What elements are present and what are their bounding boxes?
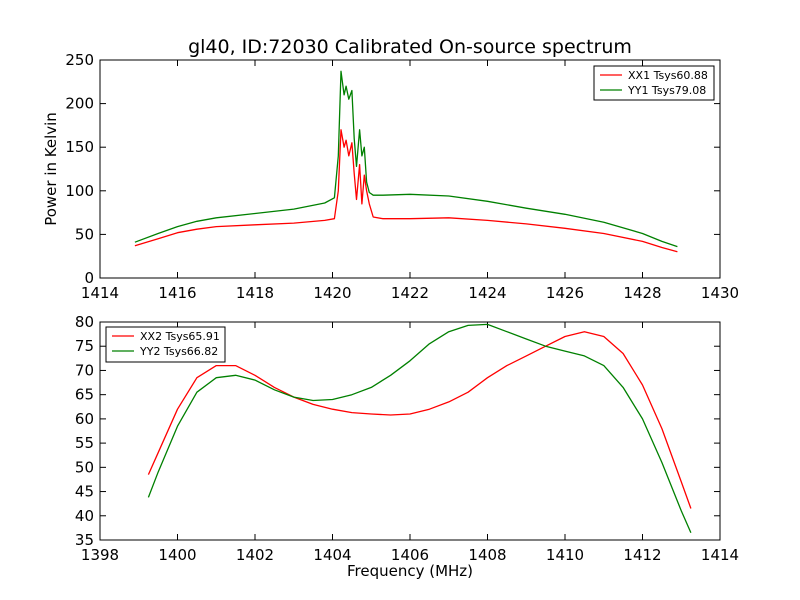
top-y-axis-label: Power in Kelvin	[42, 112, 60, 226]
bottom-legend-label-2: YY2 Tsys66.82	[139, 345, 218, 358]
top-series-line-2	[134, 70, 678, 248]
bottom-x-tick-label: 1402	[236, 546, 274, 564]
bottom-series-line-2	[147, 323, 692, 533]
top-plot: 1414 1416 1418 1420 1422 1424 1426 1428 1430 0 50 1…	[42, 51, 739, 302]
bottom-y-tick-label: 55	[75, 434, 94, 452]
top-legend: XX1 Tsys60.88 YY1 Tsys79.08	[593, 65, 715, 101]
top-y-tick-label: 50	[75, 225, 94, 243]
bottom-y-tick-label: 40	[75, 507, 94, 525]
bottom-y-tick-label: 50	[75, 458, 94, 476]
bottom-x-tick-label: 1408	[468, 546, 506, 564]
bottom-plot: 1398 1400 1402 1404 1406 1408 1410 1412 1414 35 40…	[75, 313, 739, 580]
bottom-x-tick-label: 1398	[81, 546, 119, 564]
top-x-tick-label: 1426	[546, 284, 584, 302]
bottom-y-tick-label: 35	[75, 531, 94, 549]
top-y-tick-label: 0	[84, 269, 94, 287]
bottom-y-tick-label: 60	[75, 410, 94, 428]
top-x-tick-label: 1418	[236, 284, 274, 302]
bottom-y-tick-label: 75	[75, 337, 94, 355]
top-x-tick-label: 1424	[468, 284, 506, 302]
top-y-tick-label: 100	[65, 182, 94, 200]
bottom-x-tick-label: 1410	[546, 546, 584, 564]
bottom-x-tick-label: 1404	[313, 546, 351, 564]
top-y-tick-label: 200	[65, 95, 94, 113]
bottom-legend-box	[105, 326, 226, 363]
top-x-tick-label: 1420	[313, 284, 351, 302]
bottom-series-line-1	[147, 331, 692, 509]
bottom-x-axis-label: Frequency (MHz)	[347, 562, 473, 580]
top-x-tick-label: 1414	[81, 284, 119, 302]
bottom-y-tick-label: 80	[75, 313, 94, 331]
top-x-tick-label: 1422	[391, 284, 429, 302]
bottom-x-tick-label: 1412	[623, 546, 661, 564]
bottom-x-tick-label: 1400	[158, 546, 196, 564]
top-y-tick-label: 150	[65, 138, 94, 156]
bottom-x-tick-label: 1414	[701, 546, 739, 564]
top-legend-box	[593, 65, 715, 101]
top-legend-label-2: YY1 Tsys79.08	[627, 84, 706, 97]
top-x-tick-label: 1416	[158, 284, 196, 302]
top-x-tick-label: 1430	[701, 284, 739, 302]
bottom-y-tick-label: 70	[75, 361, 94, 379]
bottom-legend-label-1: XX2 Tsys65.91	[140, 330, 220, 343]
top-y-tick-label: 250	[65, 51, 94, 69]
bottom-y-tick-label: 45	[75, 483, 94, 501]
bottom-y-tick-label: 65	[75, 386, 94, 404]
top-x-tick-label: 1428	[623, 284, 661, 302]
bottom-legend: XX2 Tsys65.91 YY2 Tsys66.82	[105, 326, 226, 363]
figure-title: gl40, ID:72030 Calibrated On-source spec…	[188, 36, 632, 58]
top-legend-label-1: XX1 Tsys60.88	[628, 69, 708, 82]
bottom-x-tick-label: 1406	[391, 546, 429, 564]
top-series-line-1	[134, 129, 678, 253]
